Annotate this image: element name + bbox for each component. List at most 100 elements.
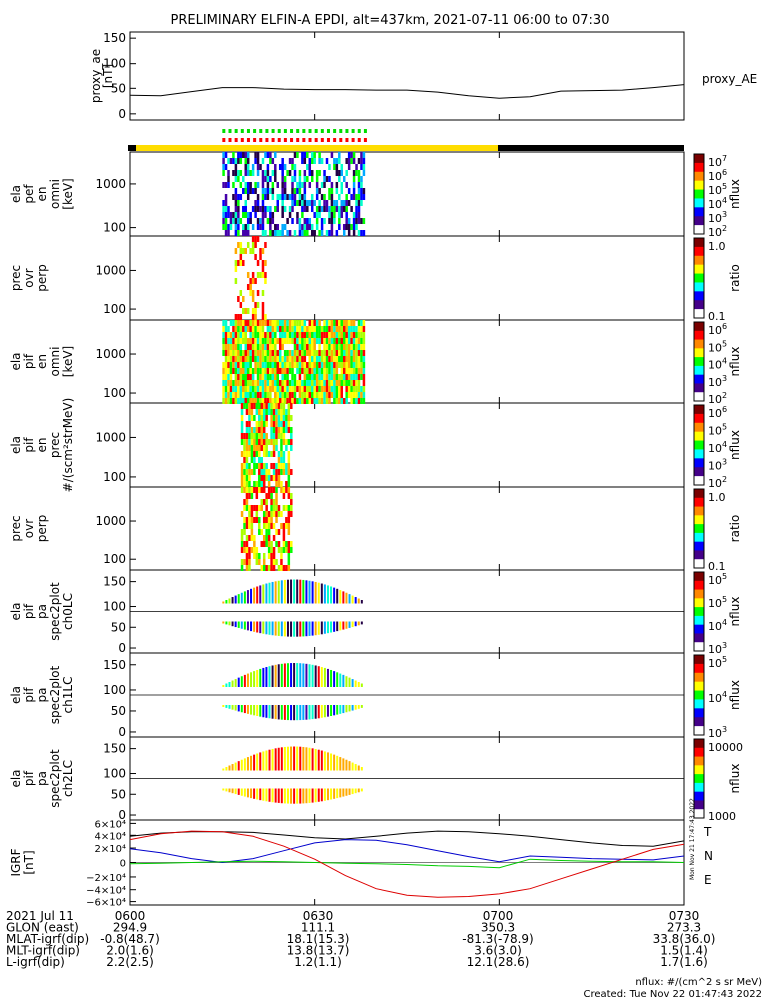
spectrogram-cell [244, 356, 247, 362]
spectrogram-cell [323, 320, 326, 326]
spectrogram-cell [251, 170, 255, 176]
spectrogram-cell [310, 380, 314, 386]
pitch-angle-cell [336, 621, 339, 632]
spectrogram-cell [239, 242, 243, 248]
spectrogram-cell [323, 356, 326, 362]
spectrogram-cell [246, 344, 250, 350]
pitch-angle-cell [280, 747, 283, 771]
spectrogram-cell [270, 517, 273, 523]
spectrogram-cell [274, 176, 277, 182]
spectrogram-cell [318, 206, 321, 212]
spectrogram-cell [315, 386, 319, 392]
spectrogram-cell [325, 356, 329, 362]
colorbar-segment [694, 708, 704, 718]
spectrogram-cell [293, 392, 297, 398]
spectrogram-cell [320, 332, 324, 338]
marker-green [326, 129, 330, 133]
spectrogram-cell [328, 188, 331, 194]
spectrogram-cell [301, 362, 304, 368]
spectrogram-cell [306, 392, 309, 398]
spectrogram-cell [283, 332, 287, 338]
spectrogram-cell [350, 344, 353, 350]
spectrogram-cell [249, 218, 252, 224]
spectrogram-cell [245, 535, 249, 541]
colorbar-label: nflux [728, 764, 742, 794]
spectrogram-cell [259, 338, 262, 344]
colorbar-tick-label: 0.1 [708, 310, 726, 323]
spectrogram-cell [261, 260, 265, 266]
spectrogram-cell [232, 158, 235, 164]
spectrogram-cell [244, 350, 247, 356]
y-axis-label: omni [48, 347, 62, 377]
pitch-angle-cell [317, 788, 320, 802]
spectrogram-cell [227, 170, 230, 176]
pitch-angle-cell [299, 705, 302, 721]
spectrogram-cell [261, 230, 265, 236]
spectrogram-cell [296, 188, 299, 194]
spectrogram-cell [323, 194, 326, 200]
colorbar-segment [694, 238, 704, 248]
spectrogram-cell [246, 224, 250, 230]
spectrogram-cell [338, 380, 341, 386]
spectrogram-cell [306, 206, 309, 212]
footer-row-value: -0.8(48.7) [100, 932, 160, 946]
spectrogram-cell [335, 362, 339, 368]
pitch-angle-cell [326, 752, 329, 771]
spectrogram-cell [306, 362, 309, 368]
pitch-angle-cell [283, 746, 286, 771]
spectrogram-cell [261, 266, 265, 272]
pitch-angle-cell [299, 788, 302, 804]
spectrogram-cell [291, 188, 294, 194]
spectrogram-cell [262, 451, 266, 457]
marker-red [320, 138, 324, 142]
y-axis-label: ovr [22, 519, 36, 538]
y-axis-label: perp [35, 515, 49, 543]
pitch-angle-cell [225, 788, 228, 792]
spectrogram-cell [362, 194, 366, 200]
spectrogram-cell [240, 541, 244, 547]
pitch-angle-cell [345, 705, 348, 713]
spectrogram-cell [352, 332, 356, 338]
spectrogram-cell [338, 170, 341, 176]
spectrogram-cell [237, 380, 240, 386]
marker-green [222, 129, 226, 133]
spectrogram-cell [308, 380, 312, 386]
spectrogram-cell [362, 356, 366, 362]
spectrogram-cell [237, 362, 240, 368]
spectrogram-cell [264, 392, 267, 398]
spectrogram-cell [288, 332, 292, 338]
spectrogram-cell [266, 350, 270, 356]
spectrogram-cell [306, 380, 309, 386]
spectrogram-cell [278, 398, 282, 404]
spectrogram-cell [274, 380, 277, 386]
spectrogram-cell [308, 356, 312, 362]
y-axis-label: ela [9, 436, 23, 454]
spectrogram-cell [251, 296, 255, 302]
pitch-angle-cell [290, 621, 293, 637]
pitch-angle-cell [234, 705, 237, 711]
spectrogram-cell [330, 320, 334, 326]
pitch-angle-cell [222, 788, 225, 791]
spectrogram-cell [256, 344, 260, 350]
spectrogram-cell [229, 356, 233, 362]
spectrogram-cell [313, 380, 316, 386]
spectrogram-cell [357, 188, 361, 194]
marker-red [234, 138, 238, 142]
spectrogram-cell [286, 218, 289, 224]
spectrogram-cell [350, 350, 353, 356]
spectrogram-cell [323, 338, 326, 344]
spectrogram-cell [224, 356, 228, 362]
spectrogram-cell [265, 517, 268, 523]
spectrogram-cell [296, 338, 299, 344]
spectrogram-cell [310, 338, 314, 344]
spectrogram-cell [288, 326, 292, 332]
spectrogram-cell [315, 212, 319, 218]
pitch-angle-cell [302, 663, 305, 687]
spectrogram-cell [310, 368, 314, 374]
spectrogram-cell [310, 326, 314, 332]
y-axis-label: ela [9, 185, 23, 203]
spectrogram-cell [227, 362, 230, 368]
pitch-angle-cell [243, 788, 246, 797]
spectrogram-cell [286, 368, 289, 374]
spectrogram-cell [258, 553, 261, 559]
